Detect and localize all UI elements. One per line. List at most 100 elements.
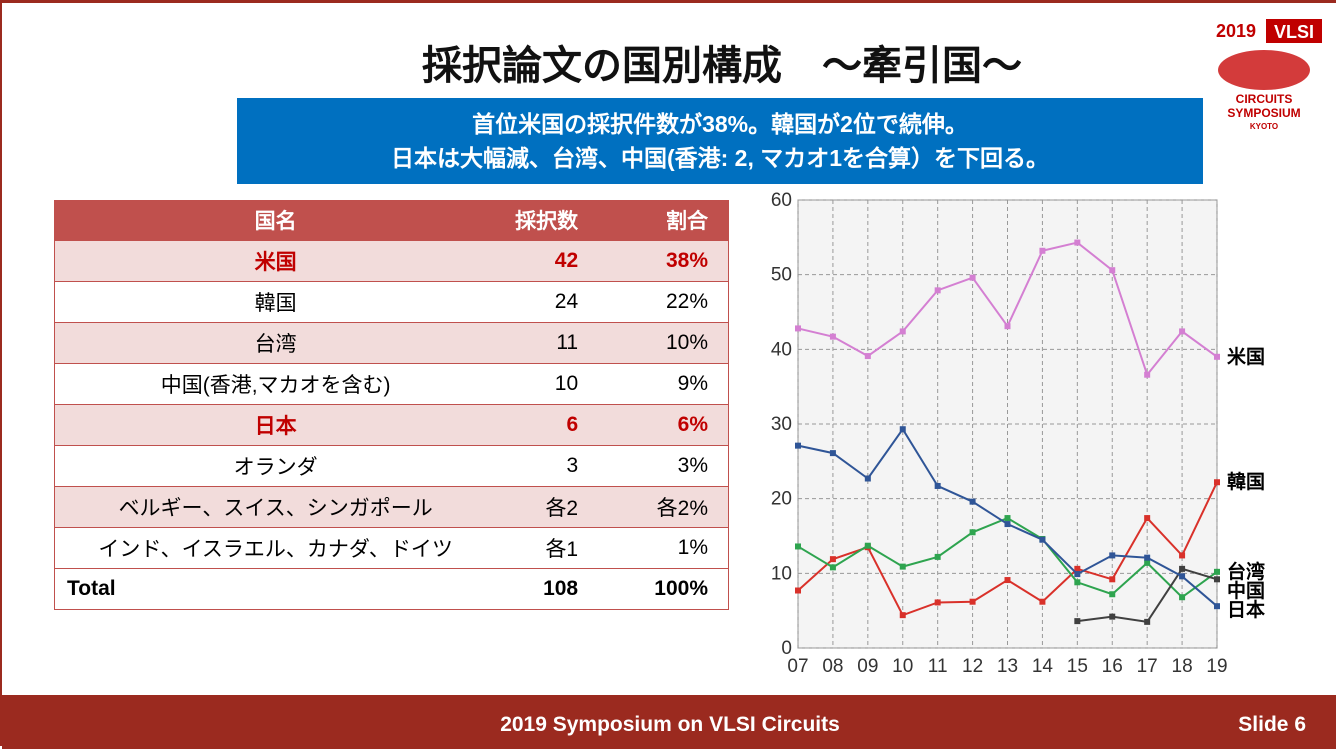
data-point — [1144, 515, 1151, 522]
slide-number: Slide 6 — [1238, 713, 1306, 736]
x-tick-label: 09 — [857, 656, 878, 677]
banner-line: 日本は大幅減、台湾、中国(香港: 2, マカオ1を合算）を下回る。 — [390, 145, 1050, 171]
data-point — [899, 563, 906, 570]
data-point — [899, 612, 906, 619]
table-cell: 韓国 — [54, 281, 497, 323]
table-cell: Total — [54, 568, 497, 610]
table-cell: 10 — [496, 363, 579, 405]
x-tick-label: 17 — [1137, 656, 1158, 677]
table-cell: 42 — [496, 240, 579, 282]
table-cell: 11 — [496, 322, 579, 364]
data-point — [1214, 479, 1220, 486]
table-cell: 100% — [578, 568, 729, 610]
data-point — [899, 426, 906, 433]
data-point — [934, 599, 941, 606]
table-cell: 22% — [578, 281, 729, 323]
data-point — [1004, 577, 1011, 584]
x-tick-label: 07 — [787, 656, 808, 677]
data-point — [1179, 565, 1186, 572]
data-point — [829, 450, 836, 457]
data-point — [1074, 565, 1081, 572]
data-point — [1214, 603, 1220, 610]
table-cell: 10% — [578, 322, 729, 364]
footer-title: 2019 Symposium on VLSI Circuits — [500, 713, 840, 736]
data-point — [1109, 576, 1116, 583]
logo-text: KYOTO — [1250, 122, 1278, 131]
y-tick-label: 40 — [771, 339, 792, 360]
data-point — [829, 333, 836, 340]
logo-text: SYMPOSIUM — [1227, 106, 1300, 120]
x-tick-label: 19 — [1206, 656, 1227, 677]
data-point — [829, 556, 836, 563]
table-cell: 台湾 — [54, 322, 497, 364]
data-point — [1144, 618, 1151, 625]
data-point — [969, 598, 976, 605]
table-cell: 9% — [578, 363, 729, 405]
x-tick-label: 16 — [1102, 656, 1123, 677]
data-point — [1109, 552, 1116, 559]
data-point — [864, 353, 871, 360]
x-tick-label: 14 — [1032, 656, 1054, 677]
data-point — [1179, 573, 1186, 580]
table-row: 日本 6 6% — [54, 404, 729, 446]
data-point — [1144, 371, 1151, 378]
data-point — [934, 287, 941, 294]
data-point — [1039, 247, 1046, 254]
x-tick-label: 15 — [1067, 656, 1088, 677]
table-cell: 108 — [496, 568, 579, 610]
table-cell: 各2 — [496, 486, 579, 528]
logo-globe — [1218, 50, 1310, 90]
table-row: オランダ 3 3% — [54, 445, 729, 487]
table-cell: 3 — [496, 445, 579, 487]
data-point — [969, 529, 976, 536]
table-cell: 米国 — [54, 240, 497, 282]
logo-text: CIRCUITS — [1236, 92, 1293, 106]
data-point — [829, 564, 836, 571]
column-header: 採択数 — [496, 200, 579, 241]
data-point — [969, 274, 976, 281]
series-label: 日本 — [1227, 598, 1265, 621]
data-point — [864, 542, 871, 549]
data-point — [1004, 515, 1011, 522]
y-tick-label: 20 — [771, 489, 792, 510]
table-row: 中国(香港,マカオを含む) 10 9% — [54, 363, 729, 405]
data-point — [1074, 579, 1081, 586]
data-point — [934, 553, 941, 560]
x-tick-label: 13 — [997, 656, 1018, 677]
data-point — [1214, 353, 1220, 360]
logo-mark: VLSI — [1274, 22, 1314, 42]
y-tick-label: 0 — [781, 638, 792, 659]
x-tick-label: 12 — [962, 656, 983, 677]
data-point — [1214, 568, 1220, 575]
column-header: 国名 — [54, 200, 497, 241]
data-point — [934, 482, 941, 489]
data-point — [1109, 613, 1116, 620]
data-point — [1039, 598, 1046, 605]
table-cell: 3% — [578, 445, 729, 487]
table-cell: 各1 — [496, 527, 579, 569]
logo-box — [1266, 19, 1322, 43]
data-point — [1214, 576, 1220, 583]
data-point — [1074, 571, 1081, 578]
table-cell: 24 — [496, 281, 579, 323]
series-label: 台湾 — [1227, 560, 1265, 583]
logo-year: 2019 — [1216, 21, 1256, 41]
data-point — [1109, 267, 1116, 274]
data-point — [1074, 618, 1081, 625]
table-row: 台湾 11 10% — [54, 322, 729, 364]
table-row: インド、イスラエル、カナダ、ドイツ 各1 1% — [54, 527, 729, 569]
data-point — [864, 475, 871, 482]
y-tick-label: 10 — [771, 563, 792, 584]
column-header: 割合 — [578, 200, 729, 241]
summary-banner: 首位米国の採択件数が38%。韓国が2位で続伸。 日本は大幅減、台湾、中国(香港:… — [237, 98, 1203, 184]
table-cell: 38% — [578, 240, 729, 282]
series-label: 米国 — [1227, 345, 1265, 368]
table-cell: 各2% — [578, 486, 729, 528]
data-point — [795, 442, 801, 449]
data-point — [1004, 521, 1011, 528]
data-point — [1109, 591, 1116, 598]
data-point — [1179, 552, 1186, 559]
x-tick-label: 08 — [822, 656, 843, 677]
table-cell: 6 — [496, 404, 579, 446]
x-tick-label: 11 — [928, 656, 948, 677]
